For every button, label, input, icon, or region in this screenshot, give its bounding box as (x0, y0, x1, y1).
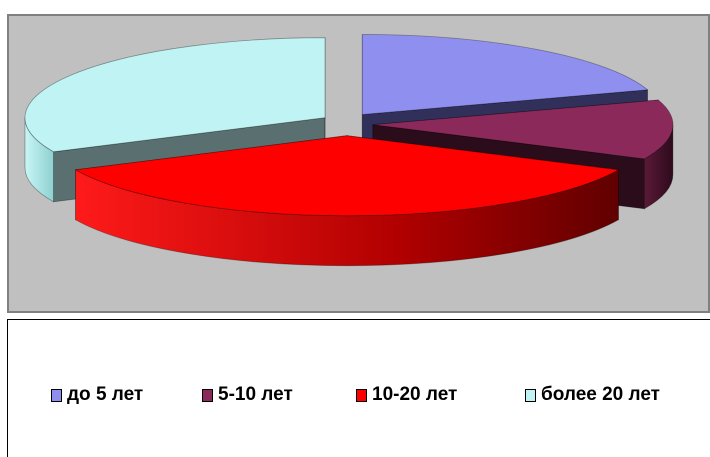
legend-label-3: 10-20 лет (372, 384, 458, 405)
pie-slice-2-top (372, 99, 674, 160)
legend-label-1: до 5 лет (67, 384, 144, 405)
legend-label-4: более 20 лет (541, 384, 660, 405)
pie-chart (24, 34, 674, 267)
legend-item-3: 10-20 лет (356, 384, 457, 406)
legend-item-2: 5-10 лет (202, 384, 293, 406)
legend: до 5 лет 5-10 лет 10-20 лет более 20 лет (7, 319, 710, 457)
legend-item-4: более 20 лет (525, 384, 660, 406)
legend-swatch-1 (51, 388, 62, 402)
legend-swatch-4 (525, 388, 536, 402)
plot-area (7, 14, 710, 313)
legend-label-2: 5-10 лет (218, 384, 293, 405)
legend-swatch-2 (202, 388, 213, 402)
pie-slice-4-top (24, 37, 326, 153)
legend-item-1: до 5 лет (51, 384, 143, 406)
pie-slice-3 (74, 135, 620, 267)
pie-slice-3-top (74, 135, 620, 217)
pie-slice-1-top (361, 34, 649, 115)
legend-swatch-3 (356, 388, 367, 402)
